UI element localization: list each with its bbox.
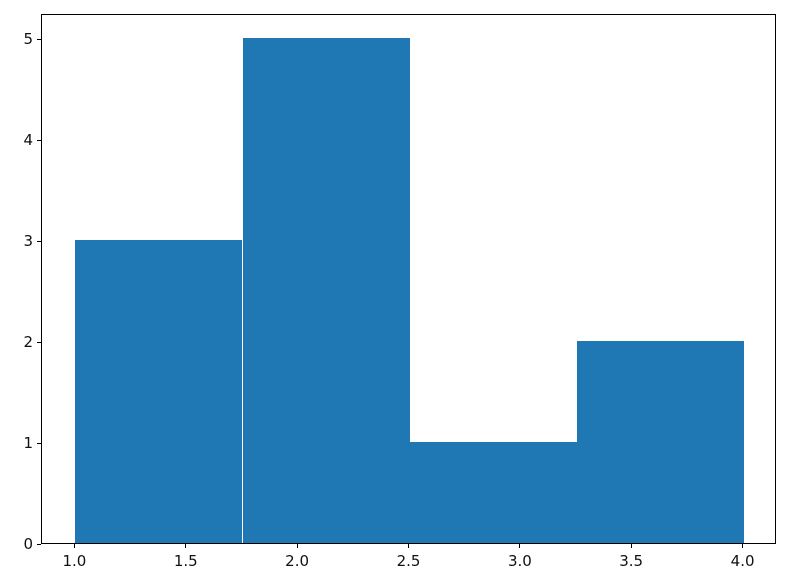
- y-tick-mark: [37, 240, 41, 242]
- x-tick-mark: [296, 544, 298, 548]
- y-tick-mark: [37, 543, 41, 545]
- bars-layer: [42, 15, 775, 543]
- x-tick-mark: [519, 544, 521, 548]
- histogram-bar: [242, 38, 410, 543]
- x-tick-mark: [742, 544, 744, 548]
- y-tick-label: 3: [23, 232, 33, 251]
- x-tick-mark: [408, 544, 409, 548]
- histogram-bar: [576, 341, 744, 543]
- y-tick-label: 1: [23, 434, 33, 452]
- y-tick-label: 0: [23, 535, 33, 553]
- x-tick-mark: [630, 544, 632, 548]
- x-tick-label: 1.0: [62, 552, 87, 570]
- x-tick-label: 2.5: [396, 552, 421, 570]
- histogram-bar: [409, 442, 577, 543]
- plot-area: [41, 14, 776, 544]
- y-tick-mark: [37, 38, 41, 40]
- x-tick-mark: [185, 544, 187, 548]
- y-tick-mark: [37, 341, 41, 343]
- y-tick-label: 4: [23, 131, 33, 150]
- x-tick-label: 3.0: [507, 552, 532, 570]
- x-tick-label: 1.5: [173, 552, 198, 570]
- y-tick-mark: [37, 139, 41, 141]
- y-tick-label: 2: [23, 333, 33, 352]
- histogram-bar: [75, 240, 243, 543]
- y-tick-mark: [37, 442, 41, 444]
- x-tick-label: 2.0: [285, 552, 310, 570]
- x-tick-mark: [73, 544, 75, 548]
- x-tick-label: 4.0: [730, 552, 755, 570]
- x-tick-label: 3.5: [619, 552, 644, 570]
- y-tick-label: 5: [23, 30, 33, 49]
